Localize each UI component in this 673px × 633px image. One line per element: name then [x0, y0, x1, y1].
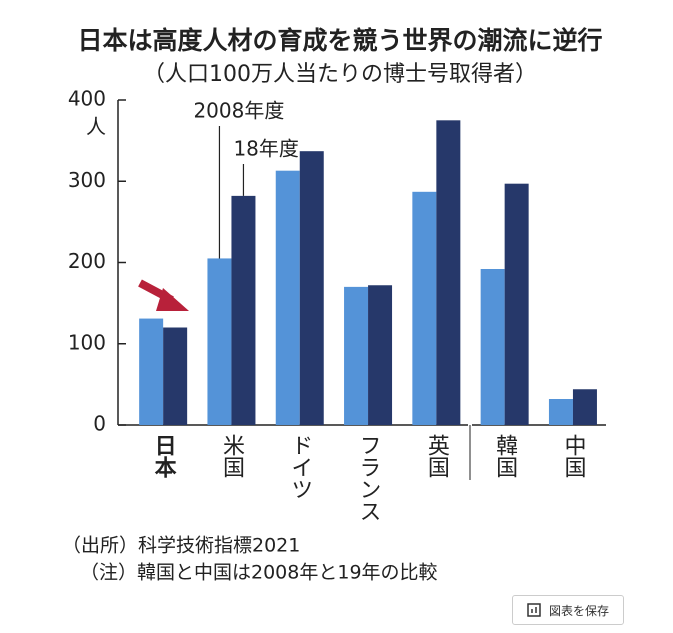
x-tick-label: 韓国: [492, 434, 518, 478]
bar: [436, 120, 461, 425]
bar: [412, 191, 437, 425]
bar: [275, 170, 300, 425]
bar: [344, 286, 369, 425]
y-tick-label: 100: [68, 330, 106, 354]
x-tick-label: 米国: [219, 434, 245, 478]
bar: [139, 318, 164, 425]
x-tick-label: 英国: [424, 434, 450, 478]
bar: [548, 399, 573, 425]
save-button[interactable]: 図表を保存: [512, 595, 624, 625]
bar: [163, 327, 188, 425]
bar: [480, 269, 505, 425]
legend-label: 18年度: [233, 137, 298, 161]
arrow-head: [156, 288, 189, 311]
y-unit: 人: [86, 115, 106, 139]
bar: [207, 258, 232, 425]
bar: [231, 195, 256, 425]
note: （注）韓国と中国は2008年と19年の比較: [80, 562, 438, 584]
x-tick-label: ドイツ: [287, 434, 312, 500]
y-tick-label: 0: [93, 412, 106, 436]
save-icon: [527, 603, 541, 617]
y-tick-label: 300: [68, 168, 106, 192]
bar: [572, 389, 597, 425]
x-tick-label: 日本: [151, 434, 177, 478]
save-label[interactable]: 図表を保存: [549, 603, 610, 618]
y-tick-label: 200: [68, 249, 106, 273]
x-tick-label: 中国: [560, 434, 585, 478]
chart-subtitle: （人口100万人当たりの博士号取得者）: [143, 62, 537, 87]
x-tick-label: フランス: [356, 434, 381, 522]
chart-title: 日本は高度人材の育成を競う世界の潮流に逆行: [77, 26, 602, 55]
bar: [299, 151, 324, 425]
bar: [504, 183, 529, 425]
y-tick-label: 400: [68, 87, 106, 111]
bar: [368, 285, 393, 425]
note: （出所）科学技術指標2021: [62, 535, 300, 557]
legend-label: 2008年度: [193, 99, 284, 123]
